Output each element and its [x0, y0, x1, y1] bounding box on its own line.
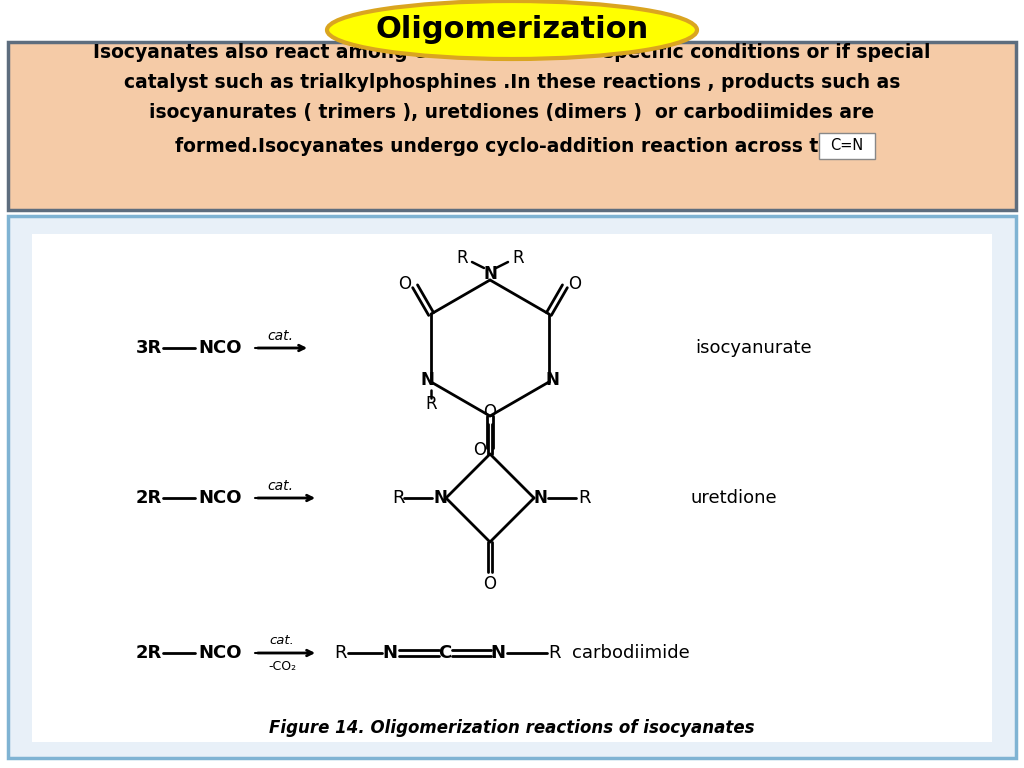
Text: C: C: [438, 644, 452, 662]
Text: R: R: [578, 489, 590, 507]
Text: O: O: [473, 441, 486, 459]
Text: O: O: [398, 275, 412, 293]
Ellipse shape: [327, 1, 697, 59]
Text: N: N: [490, 644, 506, 662]
Text: Isocyanates also react among each other under specific conditions or if special: Isocyanates also react among each other …: [93, 44, 931, 62]
Text: -CO₂: -CO₂: [268, 660, 296, 673]
Text: O: O: [568, 275, 582, 293]
Text: uretdione: uretdione: [690, 489, 776, 507]
Text: isocyanurates ( trimers ), uretdiones (dimers )  or carbodiimides are: isocyanurates ( trimers ), uretdiones (d…: [150, 104, 874, 123]
Text: cat.: cat.: [267, 329, 293, 343]
Text: N: N: [433, 489, 446, 507]
FancyBboxPatch shape: [8, 216, 1016, 758]
Text: NCO: NCO: [199, 339, 242, 357]
Text: R: R: [456, 249, 468, 267]
Text: R: R: [425, 395, 437, 413]
Text: R: R: [549, 644, 561, 662]
Text: N: N: [546, 371, 560, 389]
Text: R: R: [334, 644, 346, 662]
Text: N: N: [420, 371, 434, 389]
Text: Figure 14. Oligomerization reactions of isocyanates: Figure 14. Oligomerization reactions of …: [269, 719, 755, 737]
Text: NCO: NCO: [199, 489, 242, 507]
Text: carbodiimide: carbodiimide: [572, 644, 690, 662]
Text: O: O: [483, 575, 497, 593]
Text: formed.Isocyanates undergo cyclo-addition reaction across two: formed.Isocyanates undergo cyclo-additio…: [175, 137, 849, 155]
Text: C=N: C=N: [830, 138, 863, 154]
Text: 2R: 2R: [136, 644, 162, 662]
Text: N: N: [383, 644, 397, 662]
FancyBboxPatch shape: [8, 42, 1016, 210]
Text: N: N: [534, 489, 547, 507]
Text: NCO: NCO: [199, 644, 242, 662]
Text: 3R: 3R: [136, 339, 162, 357]
FancyBboxPatch shape: [32, 234, 992, 742]
Text: O: O: [483, 403, 497, 421]
Text: Oligomerization: Oligomerization: [376, 15, 648, 45]
Text: cat.: cat.: [267, 479, 293, 493]
Text: 2R: 2R: [136, 489, 162, 507]
Text: cat.: cat.: [269, 634, 295, 647]
FancyBboxPatch shape: [819, 133, 874, 159]
Text: isocyanurate: isocyanurate: [695, 339, 812, 357]
Text: N: N: [483, 265, 497, 283]
Text: R: R: [512, 249, 524, 267]
Text: R: R: [392, 489, 404, 507]
Text: catalyst such as trialkylphosphines .In these reactions , products such as: catalyst such as trialkylphosphines .In …: [124, 74, 900, 92]
